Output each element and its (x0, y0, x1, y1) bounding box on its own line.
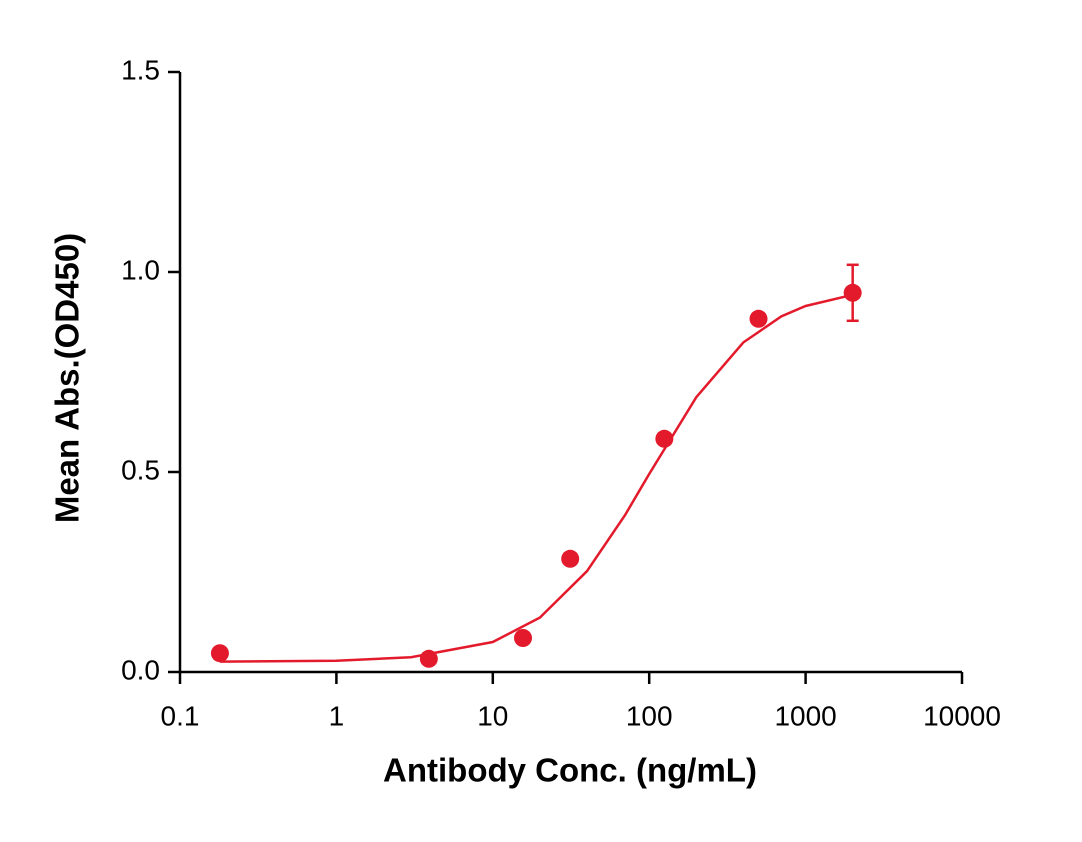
x-tick-label: 1 (329, 700, 345, 731)
x-tick-label: 100 (626, 700, 673, 731)
fit-curve (219, 293, 853, 663)
data-point (749, 309, 768, 328)
data-point (843, 283, 862, 302)
x-tick-label: 10000 (923, 700, 1001, 731)
x-axis-title: Antibody Conc. (ng/mL) (383, 752, 757, 789)
x-tick-label: 10 (477, 700, 508, 731)
data-point (514, 629, 533, 647)
y-tick-label: 0.5 (121, 454, 160, 485)
data-point (210, 644, 229, 663)
data-point (419, 649, 438, 668)
x-tick-label: 0.1 (161, 700, 200, 731)
y-tick-label: 1.5 (121, 54, 160, 85)
data-point (561, 549, 580, 568)
y-axis-title: Mean Abs.(OD450) (49, 233, 86, 523)
y-tick-label: 0.0 (121, 654, 160, 685)
x-tick-label: 1000 (774, 700, 836, 731)
data-point (655, 429, 674, 448)
y-tick-label: 1.0 (121, 254, 160, 285)
